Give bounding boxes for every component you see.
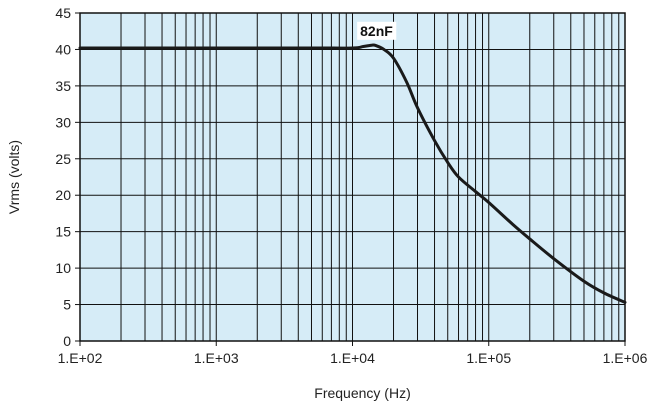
x-tick-label: 1.E+04: [330, 350, 375, 366]
grid: [80, 13, 625, 341]
x-axis-title: Frequency (Hz): [314, 385, 410, 401]
x-axis-ticks: 1.E+02 1.E+03 1.E+04 1.E+05 1.E+06: [58, 341, 648, 366]
y-tick-label: 35: [55, 78, 71, 94]
y-tick-label: 5: [63, 297, 71, 313]
annotation-background: [357, 21, 397, 40]
series-line-82nf: [78, 43, 627, 304]
y-axis-ticks: 0 5 10 15 20 25 30 35 40 45: [55, 5, 80, 349]
y-tick-label: 0: [63, 333, 71, 349]
annotation: 82nF: [357, 21, 397, 40]
y-tick-label: 40: [55, 41, 71, 57]
y-tick-label: 10: [55, 260, 71, 276]
y-tick-label: 45: [55, 5, 71, 21]
x-tick-label: 1.E+05: [466, 350, 511, 366]
x-tick-label: 1.E+03: [194, 350, 239, 366]
y-tick-label: 25: [55, 151, 71, 167]
x-tick-label: 1.E+06: [603, 350, 648, 366]
y-tick-label: 20: [55, 187, 71, 203]
y-axis-title: Vrms (volts): [6, 140, 22, 214]
x-tick-label: 1.E+02: [58, 350, 103, 366]
annotation-label: 82nF: [360, 23, 393, 39]
y-tick-label: 30: [55, 114, 71, 130]
y-tick-label: 15: [55, 224, 71, 240]
